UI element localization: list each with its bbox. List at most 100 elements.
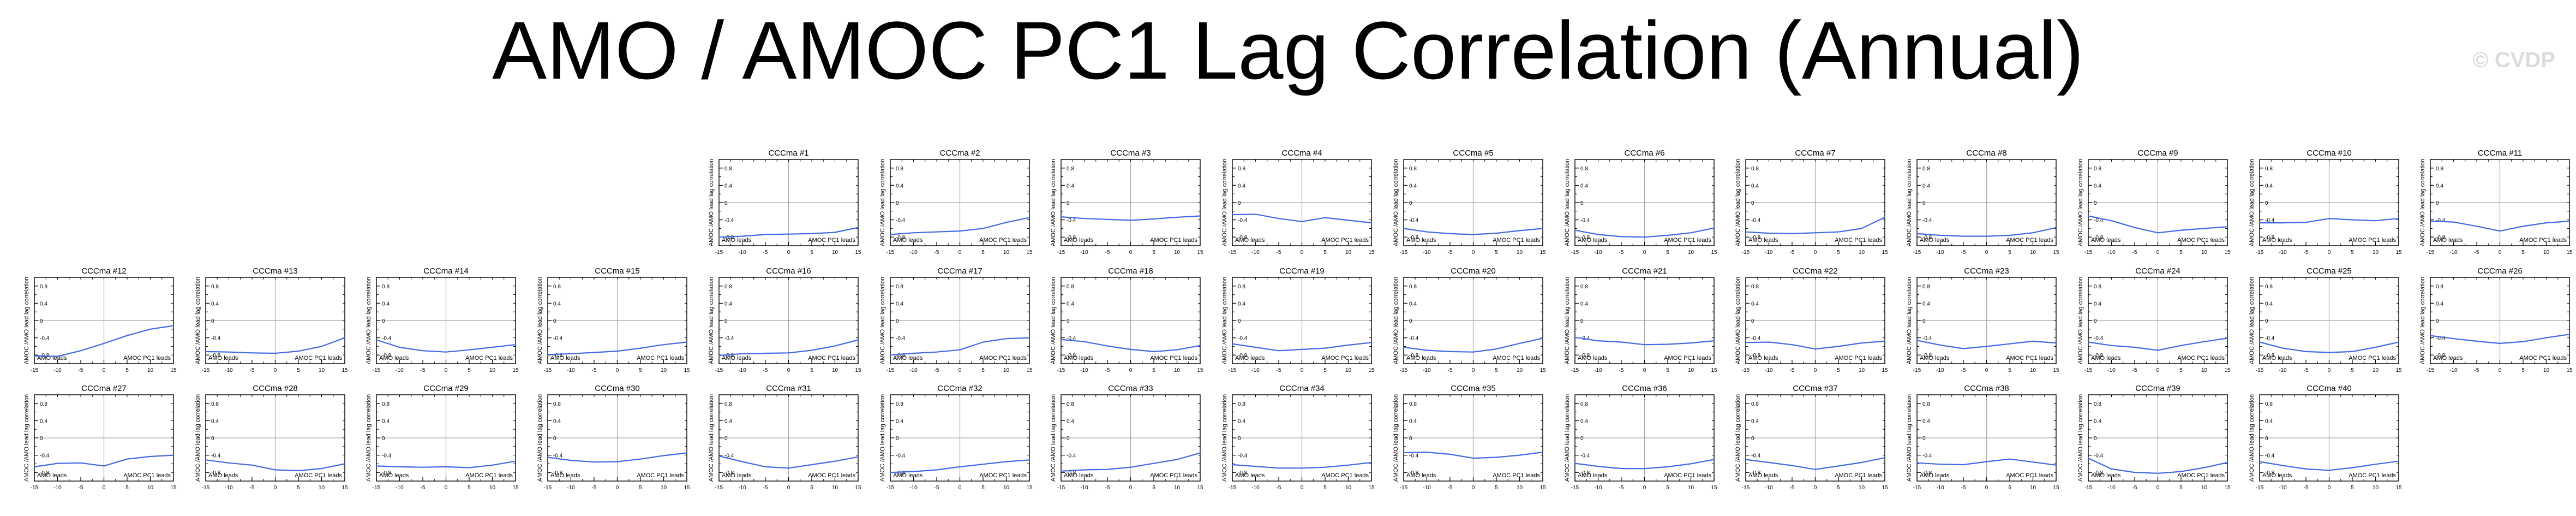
y-axis-label: AMOC /AMO lead lag correlation (2077, 159, 2084, 246)
annotation-amo-leads: AMO leads (1235, 237, 1265, 244)
x-tick-label: 15 (170, 367, 177, 373)
y-axis-label: AMOC /AMO lead lag correlation (1221, 277, 1228, 364)
y-tick-label: 0 (1238, 200, 1241, 206)
panel-title: CCCma #12 (81, 266, 127, 276)
y-tick-label: -0.8 (1067, 235, 1076, 241)
x-tick-label: -15 (715, 485, 723, 491)
y-tick-label: -0.8 (1580, 470, 1590, 476)
x-tick-label: 10 (1688, 250, 1694, 256)
panel-title: CCCma #26 (2477, 266, 2523, 276)
chart-panel: CCCma #11 -15 -10 -5 0 5 10 15 -0.8 -0.4 0 0.4 0.8 AM… (2419, 149, 2573, 256)
annotation-amoc-leads: AMOC PC1 leads (2177, 472, 2225, 479)
y-tick-label: 0 (1067, 318, 1070, 324)
y-tick-label: -0.4 (2265, 336, 2275, 342)
annotation-amoc-leads: AMOC PC1 leads (1493, 355, 1540, 361)
x-tick-label: -5 (1448, 367, 1453, 373)
y-tick-label: 0.8 (382, 284, 390, 290)
x-tick-label: 15 (2053, 250, 2059, 256)
y-axis-label: AMOC /AMO lead lag correlation (1735, 277, 1741, 364)
x-tick-label: 10 (832, 250, 838, 256)
x-tick-label: -10 (2107, 485, 2116, 491)
x-tick-label: 15 (170, 485, 177, 491)
y-tick-label: 0.4 (1067, 183, 1074, 189)
y-tick-label: 0.8 (1409, 284, 1417, 290)
x-tick-label: -15 (1913, 485, 1921, 491)
x-tick-label: -5 (934, 250, 939, 256)
y-axis-label: AMOC /AMO lead lag correlation (1564, 394, 1571, 482)
x-tick-label: -5 (1105, 367, 1110, 373)
y-tick-label: 0.4 (553, 301, 561, 307)
y-tick-label: -0.4 (40, 453, 50, 459)
x-tick-label: 5 (2008, 485, 2011, 491)
annotation-amoc-leads: AMOC PC1 leads (465, 472, 513, 479)
x-tick-label: -15 (1229, 367, 1237, 373)
x-tick-label: 10 (1859, 367, 1865, 373)
annotation-amo-leads: AMO leads (1406, 472, 1436, 479)
chart-panel: CCCma #39 -15 -10 -5 0 5 10 15 -0.8 -0.4 0 0.4 0.8 AM… (2077, 384, 2231, 491)
panel-title: CCCma #32 (937, 384, 983, 393)
x-tick-label: 10 (1174, 250, 1181, 256)
y-tick-label: -0.4 (1751, 218, 1761, 224)
annotation-amo-leads: AMO leads (893, 472, 923, 479)
x-tick-label: 15 (1026, 250, 1033, 256)
x-tick-label: 0 (103, 485, 106, 491)
x-tick-label: -10 (1251, 485, 1260, 491)
x-tick-label: 10 (1345, 485, 1352, 491)
x-tick-label: -5 (250, 485, 255, 491)
y-axis-label: AMOC /AMO lead lag correlation (1735, 394, 1741, 482)
y-tick-label: 0 (896, 318, 899, 324)
x-tick-label: -10 (738, 250, 746, 256)
x-tick-label: -15 (886, 367, 895, 373)
chart-panel: CCCma #40 -15 -10 -5 0 5 10 15 -0.8 -0.4 0 0.4 0.8 AM… (2249, 384, 2402, 491)
x-tick-label: 5 (297, 367, 300, 373)
x-tick-label: -15 (1571, 250, 1579, 256)
y-tick-label: -0.8 (382, 353, 392, 359)
x-tick-label: -5 (1961, 367, 1966, 373)
panel-title: CCCma #30 (595, 384, 640, 393)
y-tick-label: -0.4 (1067, 453, 1076, 459)
y-tick-label: -0.8 (553, 353, 563, 359)
y-tick-label: -0.4 (2094, 336, 2104, 342)
y-tick-label: -0.8 (211, 353, 221, 359)
x-tick-label: -15 (2427, 367, 2435, 373)
y-tick-label: -0.4 (211, 336, 221, 342)
x-tick-label: -15 (1229, 250, 1237, 256)
x-tick-label: -10 (1936, 250, 1944, 256)
y-tick-label: 0.4 (1067, 301, 1074, 307)
x-tick-label: 5 (1495, 250, 1498, 256)
x-tick-label: -5 (2475, 250, 2479, 256)
y-tick-label: -0.8 (724, 353, 734, 359)
annotation-amoc-leads: AMOC PC1 leads (1493, 237, 1540, 244)
y-tick-label: -0.8 (382, 470, 392, 476)
panel-title: CCCma #15 (595, 266, 640, 276)
x-tick-label: 10 (1859, 485, 1865, 491)
annotation-amo-leads: AMO leads (208, 472, 238, 479)
x-tick-label: 0 (616, 485, 619, 491)
x-tick-label: -5 (934, 367, 939, 373)
annotation-amoc-leads: AMOC PC1 leads (979, 355, 1027, 361)
chart-panel: CCCma #36 -15 -10 -5 0 5 10 15 -0.8 -0.4 0 0.4 0.8 AM… (1564, 384, 1717, 491)
panel-title: CCCma #28 (253, 384, 298, 393)
x-tick-label: 0 (103, 367, 106, 373)
x-tick-label: 15 (2224, 250, 2231, 256)
y-tick-label: 0 (896, 200, 899, 206)
x-tick-label: 0 (1129, 367, 1133, 373)
x-tick-label: -10 (1251, 250, 1260, 256)
annotation-amo-leads: AMO leads (379, 355, 409, 361)
x-tick-label: 15 (1882, 367, 1888, 373)
x-tick-label: 5 (468, 367, 471, 373)
x-tick-label: -5 (763, 250, 768, 256)
y-tick-label: 0.8 (2265, 401, 2273, 407)
x-tick-label: -15 (886, 485, 895, 491)
panel-title: CCCma #4 (1281, 149, 1322, 158)
x-tick-label: 10 (2030, 485, 2036, 491)
x-tick-label: 5 (468, 485, 471, 491)
x-tick-label: 0 (1301, 367, 1304, 373)
y-tick-label: 0 (2436, 200, 2439, 206)
annotation-amo-leads: AMO leads (2262, 237, 2292, 244)
x-tick-label: 15 (1197, 485, 1203, 491)
y-tick-label: 0 (1751, 200, 1754, 206)
x-tick-label: 5 (125, 485, 129, 491)
x-tick-label: 10 (147, 485, 154, 491)
y-tick-label: -0.4 (2265, 218, 2275, 224)
